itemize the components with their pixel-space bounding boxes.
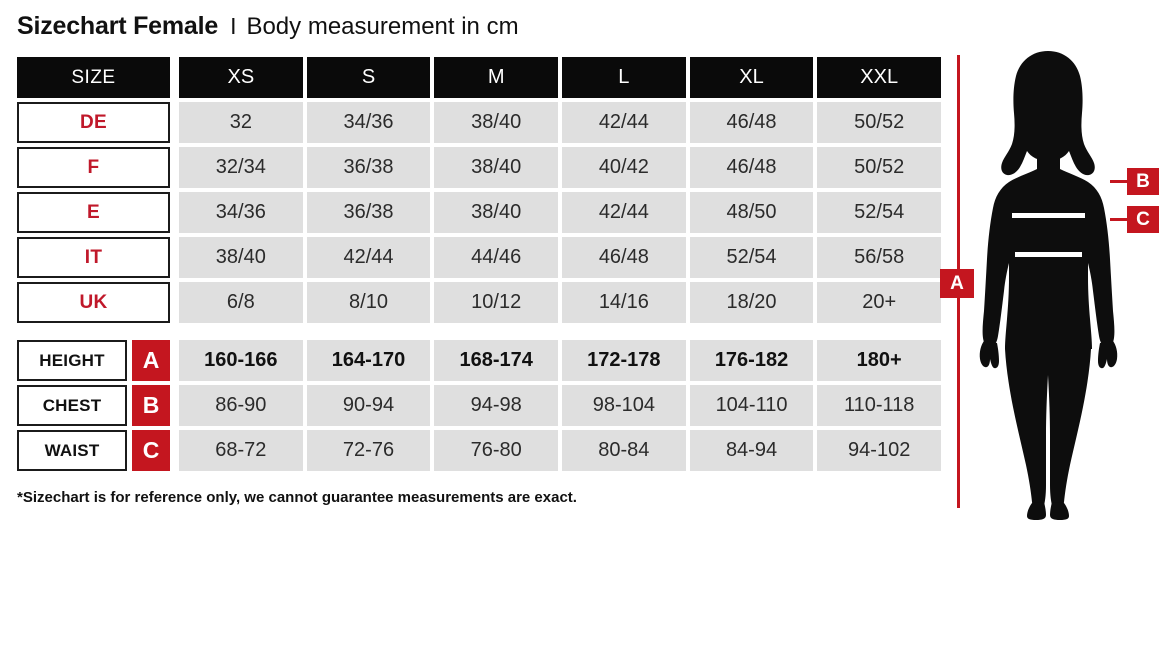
row-label-e: E [17,192,170,233]
cell-waist-xl: 84-94 [689,430,814,471]
cell-it-l: 46/48 [562,237,686,278]
cell-f-s: 36/38 [306,147,431,188]
cell-de-s: 34/36 [306,102,431,143]
cell-waist-l: 80-84 [562,430,686,471]
header-size-xl: XL [689,57,814,98]
cell-it-xl: 52/54 [689,237,814,278]
cell-it-xs: 38/40 [179,237,303,278]
cell-e-m: 38/40 [434,192,559,233]
row-label-f: F [17,147,170,188]
cell-uk-xl: 18/20 [689,282,814,323]
cell-height-m: 168-174 [434,340,559,381]
table-row: E 34/36 36/38 38/40 42/44 48/50 52/54 [17,192,942,233]
cell-chest-l: 98-104 [562,385,686,426]
row-label-height: HEIGHT [17,340,127,381]
cell-e-xl: 48/50 [689,192,814,233]
header-size-xs: XS [179,57,303,98]
figure-marker-c: C [1127,206,1159,233]
cell-waist-xxl: 94-102 [817,430,942,471]
chest-band [1012,213,1085,218]
cell-uk-m: 10/12 [434,282,559,323]
header-size-xxl: XXL [817,57,942,98]
row-label-it: IT [17,237,170,278]
row-label-uk: UK [17,282,170,323]
cell-height-xl: 176-182 [689,340,814,381]
page-title: Sizechart Female I Body measurement in c… [17,12,519,41]
sizechart-table: SIZE XS S M L XL XXL DE 32 34/36 38/40 4… [17,57,942,475]
cell-height-l: 172-178 [562,340,686,381]
table-row: CHEST B 86-90 90-94 94-98 98-104 104-110… [17,385,942,426]
row-label-chest: CHEST [17,385,127,426]
figure-marker-b: B [1127,168,1159,195]
cell-waist-xs: 68-72 [179,430,303,471]
row-label-de: DE [17,102,170,143]
header-size-l: L [562,57,686,98]
waist-leader-line [1110,218,1127,221]
table-row: F 32/34 36/38 38/40 40/42 46/48 50/52 [17,147,942,188]
cell-f-xs: 32/34 [179,147,303,188]
row-label-height-group: HEIGHT A [17,340,170,381]
chest-leader-line [1110,180,1127,183]
marker-badge-c: C [132,430,170,471]
table-row: UK 6/8 8/10 10/12 14/16 18/20 20+ [17,282,942,323]
cell-de-xxl: 50/52 [817,102,942,143]
cell-it-m: 44/46 [434,237,559,278]
marker-badge-a: A [132,340,170,381]
figure-marker-a: A [940,269,974,298]
cell-chest-m: 94-98 [434,385,559,426]
body-figure-panel: A B C [940,40,1169,530]
table-row: HEIGHT A 160-166 164-170 168-174 172-178… [17,340,942,381]
title-separator: I [230,13,237,39]
female-body-silhouette-icon [979,51,1118,520]
cell-uk-xxl: 20+ [817,282,942,323]
cell-height-s: 164-170 [306,340,431,381]
cell-e-xs: 34/36 [179,192,303,233]
cell-height-xs: 160-166 [179,340,303,381]
cell-uk-xs: 6/8 [179,282,303,323]
cell-waist-m: 76-80 [434,430,559,471]
footnote-text: *Sizechart is for reference only, we can… [17,489,577,506]
cell-it-s: 42/44 [306,237,431,278]
marker-badge-b: B [132,385,170,426]
table-row: DE 32 34/36 38/40 42/44 46/48 50/52 [17,102,942,143]
row-label-chest-group: CHEST B [17,385,170,426]
table-row: WAIST C 68-72 72-76 76-80 80-84 84-94 94… [17,430,942,471]
title-subtitle: Body measurement in cm [246,13,519,40]
cell-f-l: 40/42 [562,147,686,188]
cell-e-xxl: 52/54 [817,192,942,233]
cell-de-xl: 46/48 [689,102,814,143]
cell-de-xs: 32 [179,102,303,143]
cell-waist-s: 72-76 [306,430,431,471]
cell-e-s: 36/38 [306,192,431,233]
table-row: IT 38/40 42/44 44/46 46/48 52/54 56/58 [17,237,942,278]
cell-f-xl: 46/48 [689,147,814,188]
cell-chest-xl: 104-110 [689,385,814,426]
cell-de-m: 38/40 [434,102,559,143]
row-label-waist-group: WAIST C [17,430,170,471]
cell-f-m: 38/40 [434,147,559,188]
header-size-s: S [306,57,431,98]
waist-band [1015,252,1082,257]
cell-e-l: 42/44 [562,192,686,233]
cell-it-xxl: 56/58 [817,237,942,278]
cell-uk-s: 8/10 [306,282,431,323]
cell-f-xxl: 50/52 [817,147,942,188]
header-label-size: SIZE [17,57,170,98]
cell-chest-xxl: 110-118 [817,385,942,426]
cell-chest-s: 90-94 [306,385,431,426]
cell-uk-l: 14/16 [562,282,686,323]
section-divider [17,327,941,340]
cell-chest-xs: 86-90 [179,385,303,426]
cell-de-l: 42/44 [562,102,686,143]
header-size-m: M [434,57,559,98]
table-header-row: SIZE XS S M L XL XXL [17,57,942,98]
title-main: Sizechart Female [17,12,219,40]
cell-height-xxl: 180+ [817,340,942,381]
row-label-waist: WAIST [17,430,127,471]
